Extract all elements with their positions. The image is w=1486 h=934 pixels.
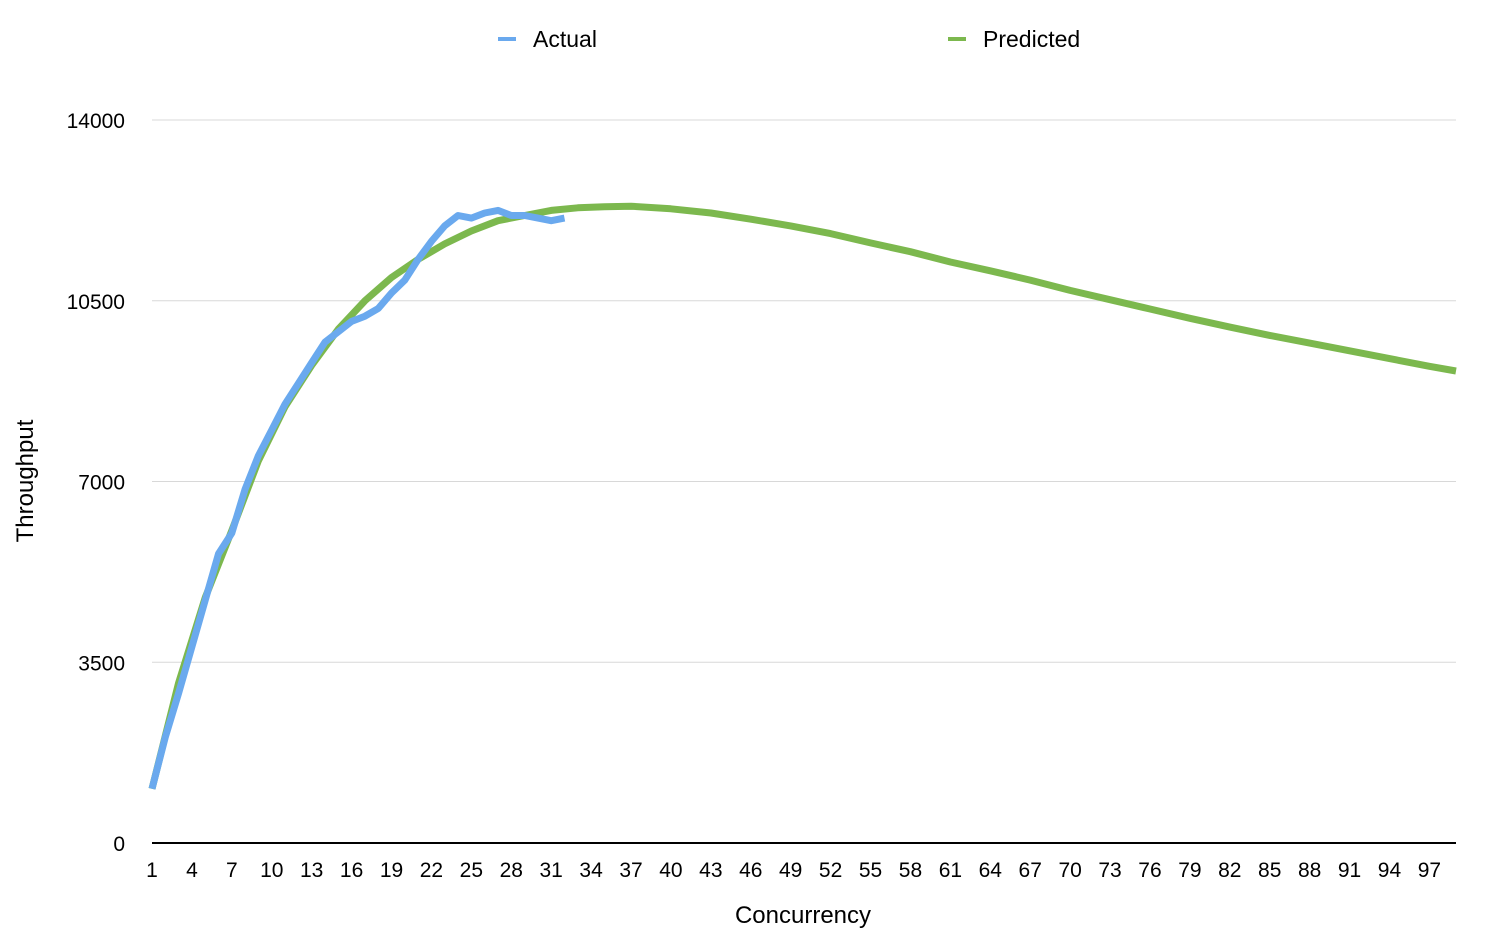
x-tick-label: 46: [739, 859, 762, 882]
x-tick-label: 73: [1098, 859, 1121, 882]
y-axis-title: Throughput: [12, 419, 39, 542]
x-tick-label: 19: [380, 859, 403, 882]
x-tick-label: 82: [1218, 859, 1241, 882]
x-tick-label: 88: [1298, 859, 1321, 882]
x-tick-label: 10: [260, 859, 283, 882]
legend-item-actual[interactable]: Actual: [498, 26, 597, 52]
legend: Actual Predicted: [498, 26, 1080, 52]
x-tick-label: 28: [500, 859, 523, 882]
legend-item-predicted[interactable]: Predicted: [948, 26, 1080, 52]
legend-label-actual: Actual: [533, 26, 597, 52]
x-tick-label: 55: [859, 859, 882, 882]
series-line-actual: [148, 206, 566, 790]
x-tick-label: 40: [659, 859, 682, 882]
x-tick-label: 1: [146, 859, 158, 882]
x-tick-label: 34: [579, 859, 603, 882]
x-tick-label: 22: [420, 859, 443, 882]
x-tick-label: 94: [1378, 859, 1402, 882]
x-tick-label: 13: [300, 859, 323, 882]
x-tick-label: 79: [1178, 859, 1201, 882]
x-tick-label: 49: [779, 859, 802, 882]
y-tick-label: 14000: [67, 110, 125, 133]
gridlines: [152, 119, 1456, 663]
x-tick-label: 52: [819, 859, 842, 882]
x-tick-label: 4: [186, 859, 198, 882]
x-tick-label: 64: [979, 859, 1003, 882]
series-line-predicted: [148, 202, 1457, 790]
x-tick-label: 7: [226, 859, 238, 882]
y-axis-ticks: 0 3500 7000 10500 14000: [67, 110, 125, 856]
x-tick-label: 31: [540, 859, 563, 882]
x-tick-label: 58: [899, 859, 922, 882]
x-tick-label: 25: [460, 859, 483, 882]
x-tick-label: 67: [1019, 859, 1042, 882]
x-tick-label: 76: [1138, 859, 1161, 882]
x-tick-label: 43: [699, 859, 722, 882]
x-tick-label: 85: [1258, 859, 1281, 882]
y-tick-label: 7000: [78, 472, 125, 495]
x-axis-title: Concurrency: [735, 902, 871, 929]
legend-label-predicted: Predicted: [983, 26, 1080, 52]
x-tick-label: 97: [1418, 859, 1441, 882]
x-axis-ticks: 1 4 7 10 13 16 19 22 25 28 31 34 37 40 43 46 49 52 55 58 61 6…: [146, 859, 1441, 882]
x-tick-label: 91: [1338, 859, 1361, 882]
x-tick-label: 61: [939, 859, 962, 882]
y-tick-label: 0: [113, 833, 125, 856]
x-tick-label: 16: [340, 859, 363, 882]
x-tick-label: 70: [1058, 859, 1081, 882]
y-tick-label: 3500: [78, 652, 125, 675]
y-tick-label: 10500: [67, 291, 125, 314]
series-layer: [148, 202, 1457, 790]
x-tick-label: 37: [619, 859, 642, 882]
